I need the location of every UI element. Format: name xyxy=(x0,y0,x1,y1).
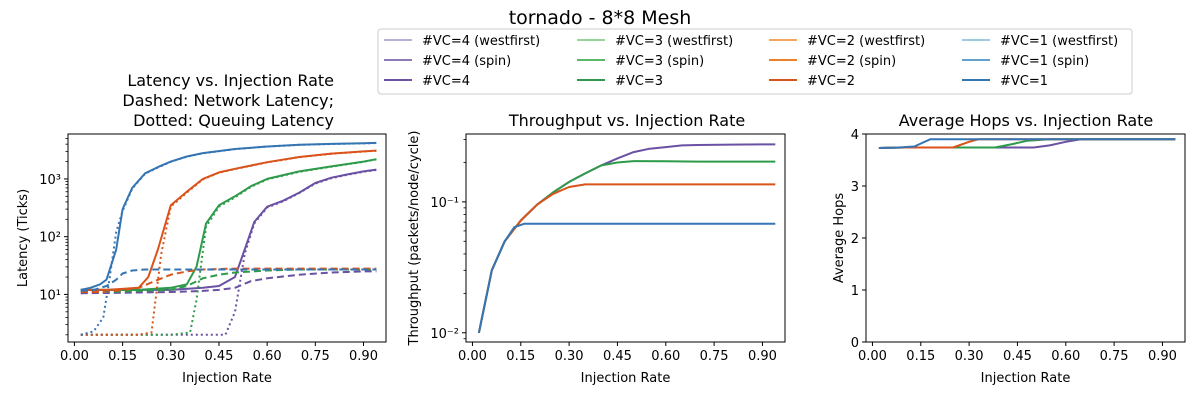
x-tick-label: 0.60 xyxy=(1051,349,1080,364)
x-tick-label: 0.75 xyxy=(700,349,729,364)
x-tick-label: 0.45 xyxy=(204,349,233,364)
y-tick-label: 1 xyxy=(851,284,859,299)
y-tick-label: 2 xyxy=(851,232,859,247)
series-line-vc1-solid xyxy=(477,222,776,334)
legend-label: #VC=2 (spin) xyxy=(807,54,896,69)
x-tick-label: 0.60 xyxy=(253,349,282,364)
series-line-vc3-dashed xyxy=(80,268,377,293)
y-tick-label: 10¹ xyxy=(39,288,61,303)
series-line-vc2-solid xyxy=(477,183,776,334)
y-axis-label: Latency (Ticks) xyxy=(16,189,31,287)
legend-frame xyxy=(377,28,1133,95)
y-axis-label: Throughput (packets/node/cycle) xyxy=(407,131,422,347)
x-tick-label: 0.00 xyxy=(60,349,89,364)
y-tick-label: 0 xyxy=(851,336,859,351)
y-tick-label: 10⁻² xyxy=(430,327,459,342)
y-tick-label: 4 xyxy=(851,128,859,143)
y-tick-label: 10² xyxy=(39,231,61,246)
legend-label: #VC=2 (westfirst) xyxy=(807,34,925,49)
plot-frame xyxy=(67,133,387,343)
chart-title: Dashed: Network Latency; xyxy=(122,91,334,110)
y-tick-label: 10³ xyxy=(39,173,61,188)
series-line-vc1-solid xyxy=(878,138,1176,149)
x-axis-label: Injection Rate xyxy=(981,371,1071,386)
legend-label: #VC=4 (westfirst) xyxy=(422,34,540,49)
x-tick-label: 0.15 xyxy=(906,349,935,364)
legend-label: #VC=3 xyxy=(615,74,663,89)
series-line-vc3-solid xyxy=(477,160,776,334)
legend-label: #VC=3 (westfirst) xyxy=(615,34,733,49)
chart-title: Latency vs. Injection Rate xyxy=(127,71,334,90)
series-line-vc2-dotted xyxy=(80,149,377,336)
x-axis-label: Injection Rate xyxy=(182,371,272,386)
x-axis-label: Injection Rate xyxy=(581,371,671,386)
legend-label: #VC=1 (spin) xyxy=(1000,54,1089,69)
series-line-vc4-dashed xyxy=(80,270,377,295)
series-line-vc4-solid xyxy=(477,143,776,334)
x-tick-label: 0.30 xyxy=(955,349,984,364)
legend-label: #VC=1 (westfirst) xyxy=(1000,34,1118,49)
legend-label: #VC=4 xyxy=(422,74,470,89)
figure-title: tornado - 8*8 Mesh xyxy=(509,7,692,29)
x-tick-label: 0.90 xyxy=(748,349,777,364)
x-tick-label: 0.45 xyxy=(1003,349,1032,364)
y-axis-label: Average Hops xyxy=(832,193,847,283)
x-tick-label: 0.75 xyxy=(301,349,330,364)
x-tick-label: 0.30 xyxy=(555,349,584,364)
legend-label: #VC=4 (spin) xyxy=(422,54,511,69)
legend-label: #VC=1 xyxy=(1000,74,1048,89)
plot-frame xyxy=(465,133,786,343)
x-tick-label: 0.00 xyxy=(458,349,487,364)
x-tick-label: 0.15 xyxy=(108,349,137,364)
chart-title: Average Hops vs. Injection Rate xyxy=(899,111,1154,130)
x-tick-label: 0.30 xyxy=(156,349,185,364)
throughput-chart: Throughput vs. Injection Rate 10⁻² 10⁻¹ 0.0… xyxy=(407,111,786,386)
x-tick-label: 0.75 xyxy=(1100,349,1129,364)
y-tick-label: 3 xyxy=(851,180,859,195)
legend-label: #VC=2 xyxy=(807,74,855,89)
x-tick-label: 0.45 xyxy=(603,349,632,364)
x-tick-label: 0.90 xyxy=(349,349,378,364)
series-line-vc3-dotted xyxy=(80,158,377,336)
series-line-vc1-dashed xyxy=(80,268,377,292)
x-tick-label: 0.15 xyxy=(506,349,535,364)
plot-frame xyxy=(865,133,1186,343)
hops-chart: Average Hops vs. Injection Rate 0 1 2 3 4 0.00… xyxy=(832,111,1186,386)
x-tick-label: 0.00 xyxy=(858,349,887,364)
y-tick-label: 10⁻¹ xyxy=(430,196,459,211)
chart-title: Throughput vs. Injection Rate xyxy=(508,111,745,130)
legend: #VC=4 (westfirst) #VC=4 (spin) #VC=4 #VC=3 … xyxy=(377,28,1133,95)
chart-title: Dotted: Queuing Latency xyxy=(133,111,334,130)
series-line-vc1-dotted xyxy=(80,142,377,336)
x-tick-label: 0.60 xyxy=(651,349,680,364)
legend-label: #VC=3 (spin) xyxy=(615,54,704,69)
x-tick-label: 0.90 xyxy=(1148,349,1177,364)
series-line-vc4-dotted xyxy=(80,169,377,336)
